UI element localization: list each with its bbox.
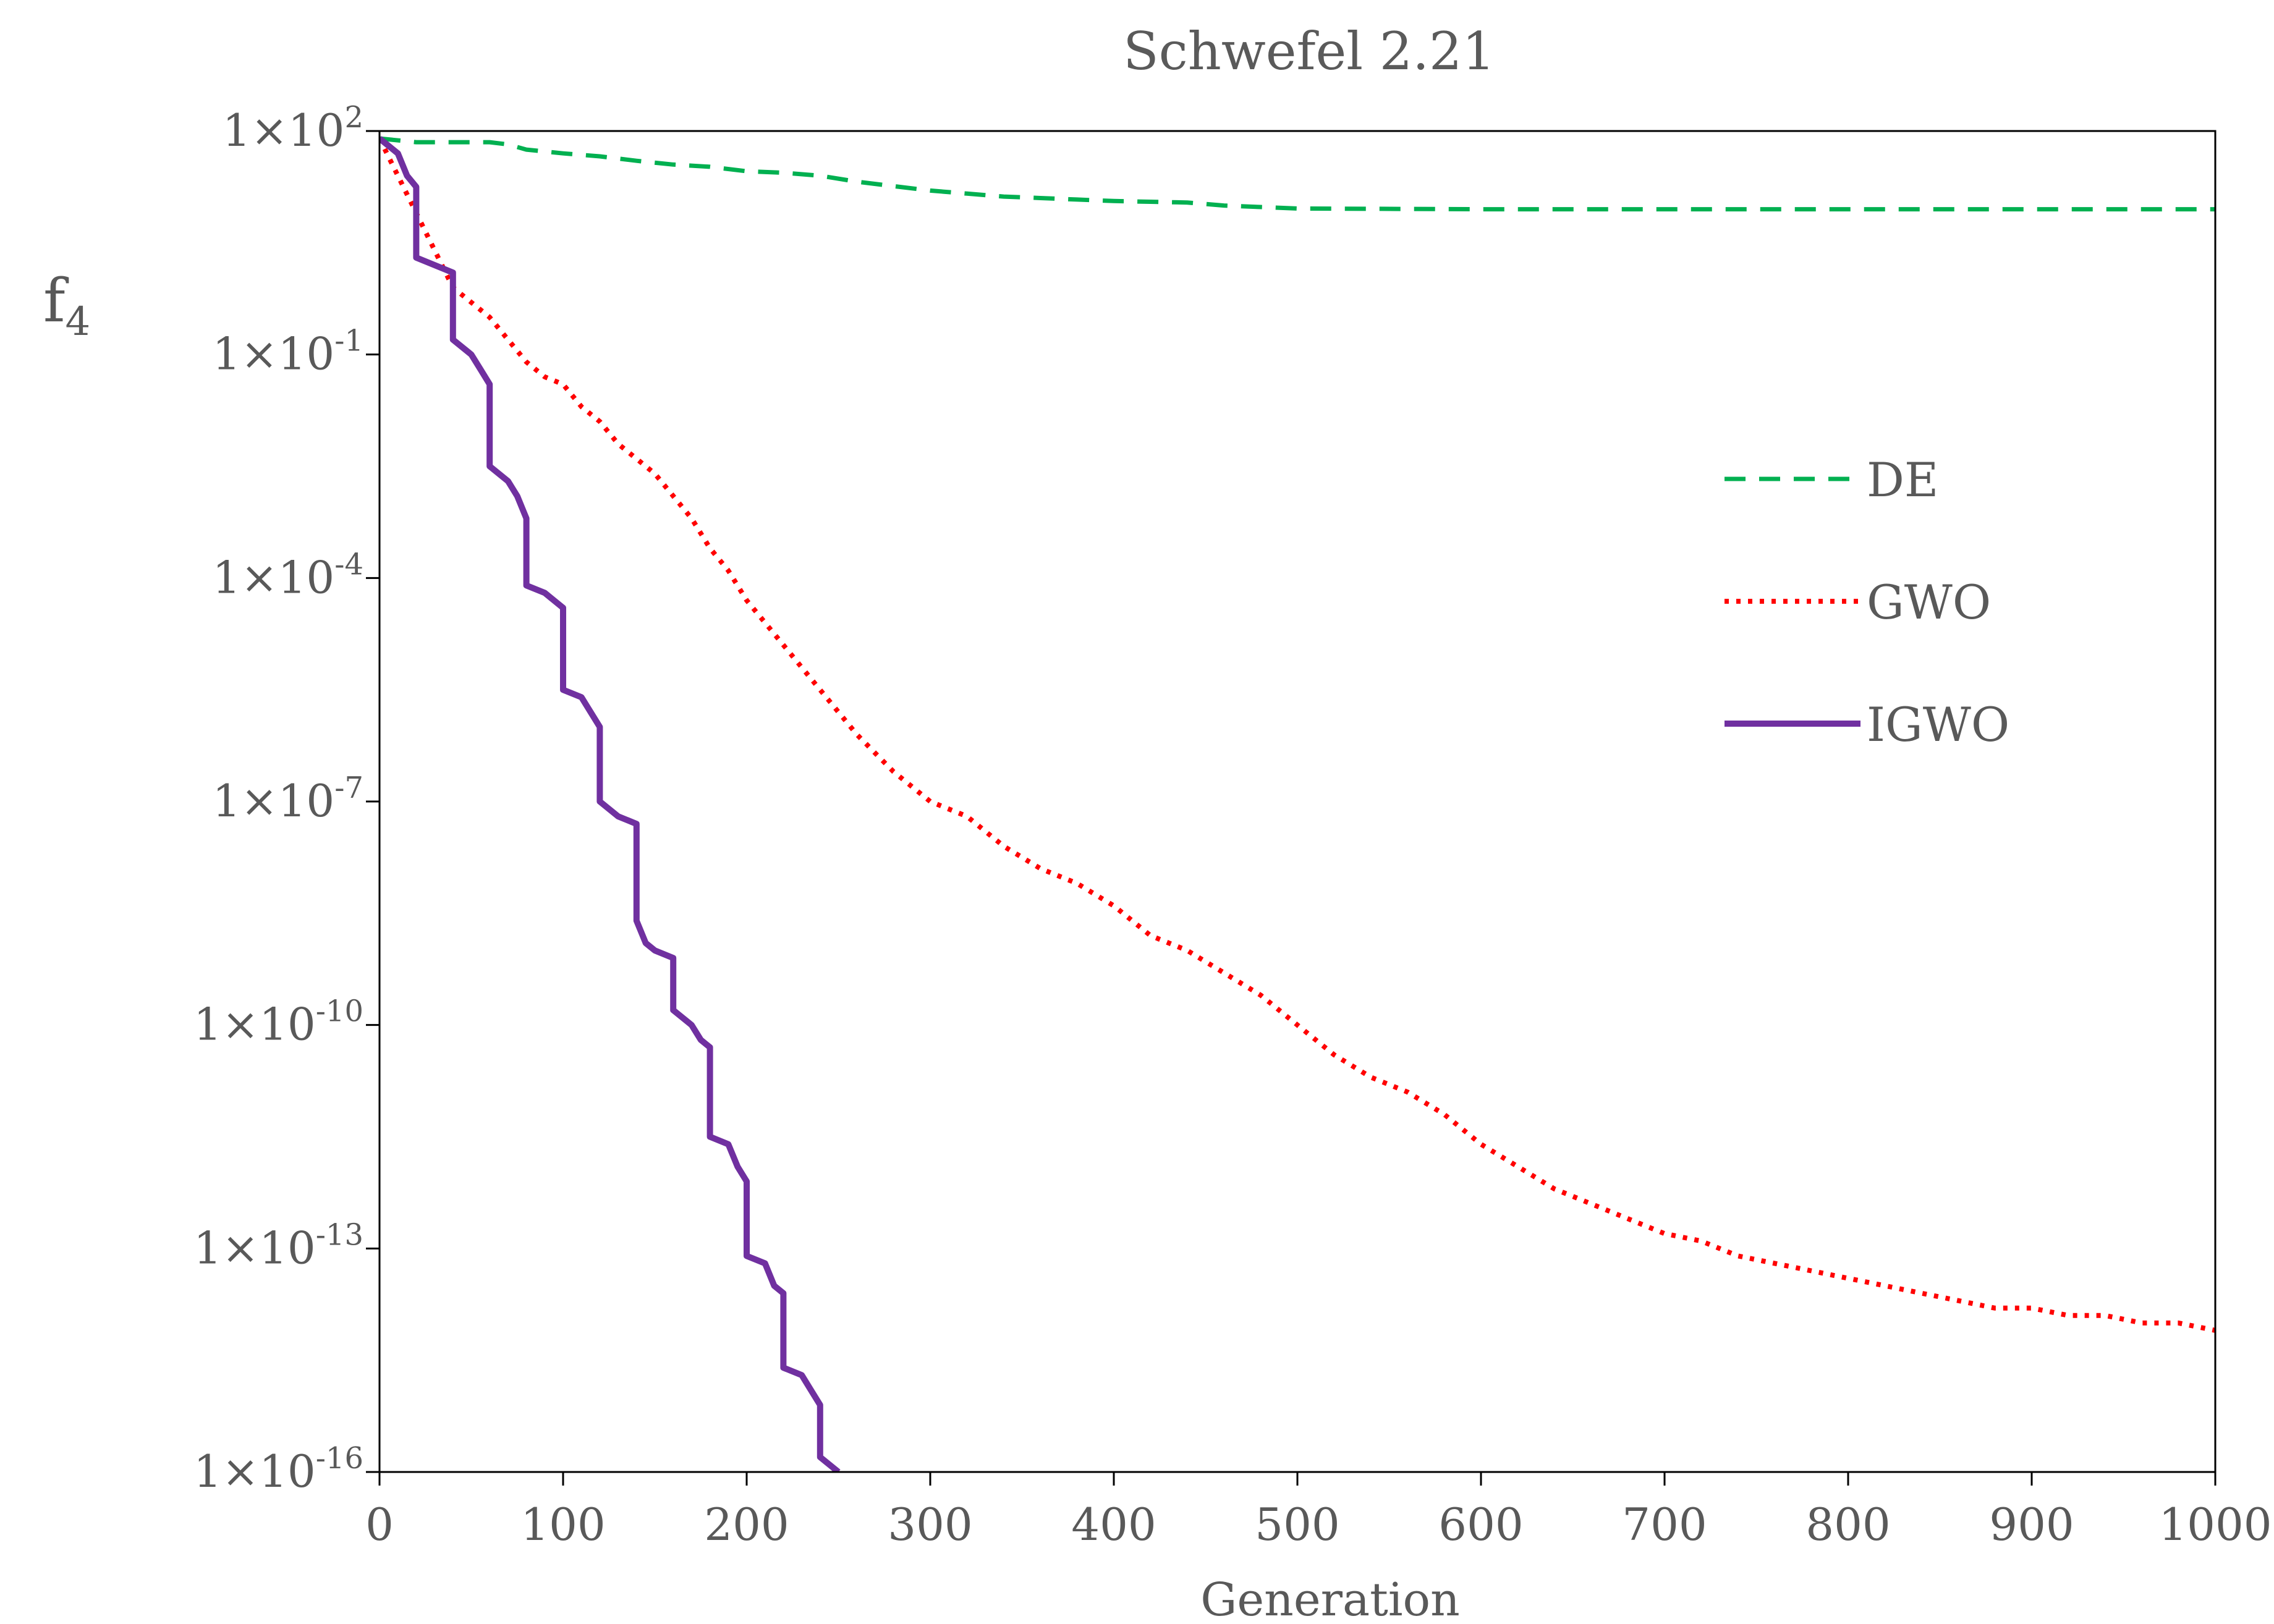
y-axis-label-sub: 4 bbox=[66, 299, 91, 345]
x-tick-label: 0 bbox=[365, 1499, 394, 1550]
y-tick-base: 1×10 bbox=[193, 999, 316, 1051]
legend-label-de: DE bbox=[1867, 452, 1938, 507]
x-tick-label: 400 bbox=[1071, 1499, 1156, 1550]
x-tick-label: 900 bbox=[1989, 1499, 2074, 1550]
y-axis-label-main: f bbox=[43, 266, 69, 336]
y-tick-label: 1×10-1 bbox=[212, 324, 363, 380]
y-tick-exponent: -1 bbox=[334, 324, 363, 358]
y-tick-label: 1×10-7 bbox=[212, 771, 363, 827]
series-layer bbox=[380, 136, 2215, 1472]
legend-label-igwo: IGWO bbox=[1867, 697, 2009, 752]
y-tick-base: 1×10 bbox=[223, 104, 345, 156]
y-tick-exponent: -7 bbox=[334, 771, 363, 805]
y-tick-exponent: -4 bbox=[334, 547, 363, 582]
x-tick-label: 700 bbox=[1622, 1499, 1707, 1550]
series-line-de bbox=[380, 136, 2215, 212]
y-tick-label: 1×10-10 bbox=[193, 994, 363, 1051]
y-tick-base: 1×10 bbox=[193, 1222, 316, 1274]
y-tick-label: 1×102 bbox=[223, 100, 363, 156]
x-axis-ticks: 0 100 200 300 400 500 600 700 800 900 1000 bbox=[365, 1472, 2272, 1550]
y-tick-label: 1×10-4 bbox=[212, 547, 363, 603]
x-tick-label: 300 bbox=[888, 1499, 972, 1550]
x-tick-label: 600 bbox=[1438, 1499, 1523, 1550]
y-tick-exponent: -13 bbox=[316, 1217, 363, 1252]
y-tick-exponent: -10 bbox=[316, 994, 363, 1029]
y-tick-base: 1×10 bbox=[212, 328, 334, 380]
x-tick-label: 500 bbox=[1255, 1499, 1339, 1550]
y-tick-exponent: 2 bbox=[344, 100, 363, 135]
y-tick-exponent: -16 bbox=[316, 1441, 363, 1476]
x-tick-label: 200 bbox=[704, 1499, 789, 1550]
y-tick-label: 1×10-13 bbox=[193, 1217, 363, 1274]
x-tick-label: 1000 bbox=[2158, 1499, 2272, 1550]
x-tick-label: 800 bbox=[1805, 1499, 1890, 1550]
y-axis-ticks: 1×1021×10-11×10-41×10-71×10-101×10-131×1… bbox=[193, 100, 380, 1497]
x-tick-label: 100 bbox=[520, 1499, 605, 1550]
legend: DE GWO IGWO bbox=[1725, 452, 2009, 752]
series-line-igwo bbox=[380, 136, 841, 1472]
plot-frame bbox=[378, 130, 2217, 1473]
y-tick-label: 1×10-16 bbox=[193, 1441, 363, 1497]
y-tick-base: 1×10 bbox=[212, 551, 334, 603]
x-axis-label: Generation bbox=[1200, 1573, 1459, 1624]
y-axis-label: f4 bbox=[43, 266, 90, 345]
legend-label-gwo: GWO bbox=[1867, 575, 1991, 630]
y-tick-base: 1×10 bbox=[193, 1445, 316, 1497]
chart-title: Schwefel 2.21 bbox=[1123, 21, 1495, 82]
y-tick-base: 1×10 bbox=[212, 775, 334, 827]
